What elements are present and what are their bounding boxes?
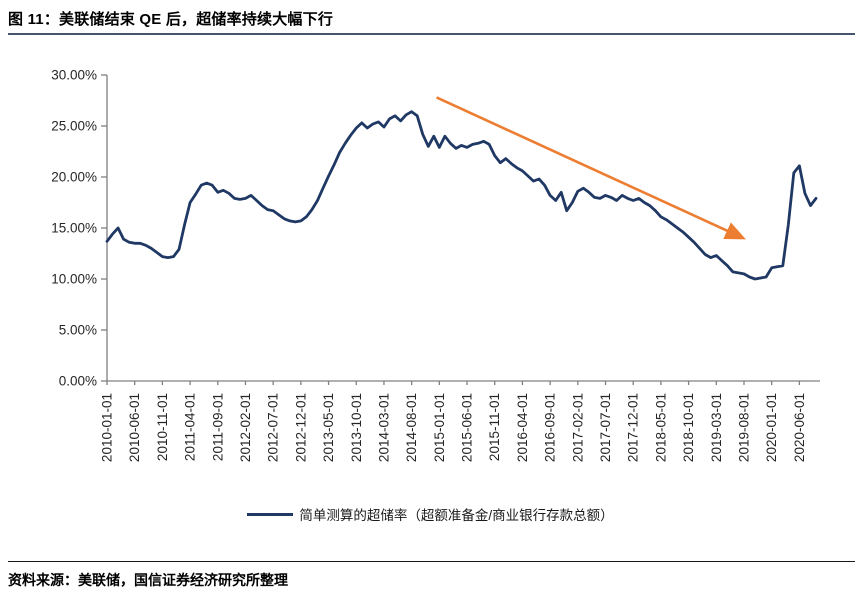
x-tick-label: 2016-04-01 [515, 393, 530, 462]
chart-area: 30.00% 25.00% 20.00% 15.00% 10.00% 5.00% 0.00%… [0, 40, 861, 485]
series-line [105, 110, 818, 281]
legend-line-swatch [247, 512, 294, 516]
y-tick-label: 10.00% [51, 272, 97, 287]
x-tick-label: 2014-03-01 [376, 393, 391, 462]
y-tick-label: 20.00% [51, 170, 97, 185]
y-tick-label: 0.00% [59, 374, 97, 389]
x-tick-label: 2017-02-01 [570, 393, 585, 462]
x-tick-label: 2017-12-01 [626, 393, 641, 462]
title-divider [8, 33, 855, 35]
x-tick-label: 2011-09-01 [210, 393, 225, 461]
x-tick-label: 2020-01-01 [764, 393, 779, 462]
x-tick-label: 2011-04-01 [183, 393, 198, 461]
x-tick-label: 2018-10-01 [681, 393, 696, 462]
x-tick-label: 2015-06-01 [460, 393, 475, 462]
x-tick-label: 2010-06-01 [127, 393, 142, 462]
x-tick-label: 2010-11-01 [155, 393, 170, 461]
x-tick-label: 2016-09-01 [543, 393, 558, 462]
x-tick-label: 2010-01-01 [100, 393, 115, 462]
source-note: 资料来源：美联储，国信证券经济研究所整理 [8, 572, 288, 588]
figure-header: 图 11：美联储结束 QE 后，超储率持续大幅下行 [8, 8, 855, 29]
x-tick-label: 2018-05-01 [653, 393, 668, 462]
x-tick-label: 2015-01-01 [432, 393, 447, 462]
x-tick-label: 2012-07-01 [266, 393, 281, 462]
chart-legend: 简单测算的超储率（超额准备金/商业银行存款总额） [0, 504, 861, 524]
x-tick-label: 2019-08-01 [736, 393, 751, 462]
x-tick-label: 2017-07-01 [598, 393, 613, 462]
y-tick-label: 15.00% [51, 221, 97, 236]
y-tick-label: 25.00% [51, 119, 97, 134]
x-tick-label: 2012-02-01 [238, 393, 253, 462]
x-tick-label: 2014-08-01 [404, 393, 419, 462]
legend-label: 简单测算的超储率（超额准备金/商业银行存款总额） [299, 508, 614, 523]
figure-title: 图 11：美联储结束 QE 后，超储率持续大幅下行 [8, 11, 334, 28]
x-tick-label: 2013-10-01 [349, 393, 364, 462]
y-tick-label: 5.00% [59, 323, 97, 338]
footer-divider [8, 561, 855, 562]
x-tick-label: 2020-06-01 [792, 393, 807, 462]
x-tick-label: 2015-11-01 [487, 393, 502, 461]
x-tick-label: 2012-12-01 [293, 393, 308, 462]
trend-arrow [436, 96, 746, 240]
x-tick-label: 2019-03-01 [709, 393, 724, 462]
y-tick-label: 30.00% [51, 68, 97, 83]
excess-reserve-chart: 30.00% 25.00% 20.00% 15.00% 10.00% 5.00% 0.00%… [51, 68, 820, 462]
x-tick-label: 2013-05-01 [321, 393, 336, 462]
